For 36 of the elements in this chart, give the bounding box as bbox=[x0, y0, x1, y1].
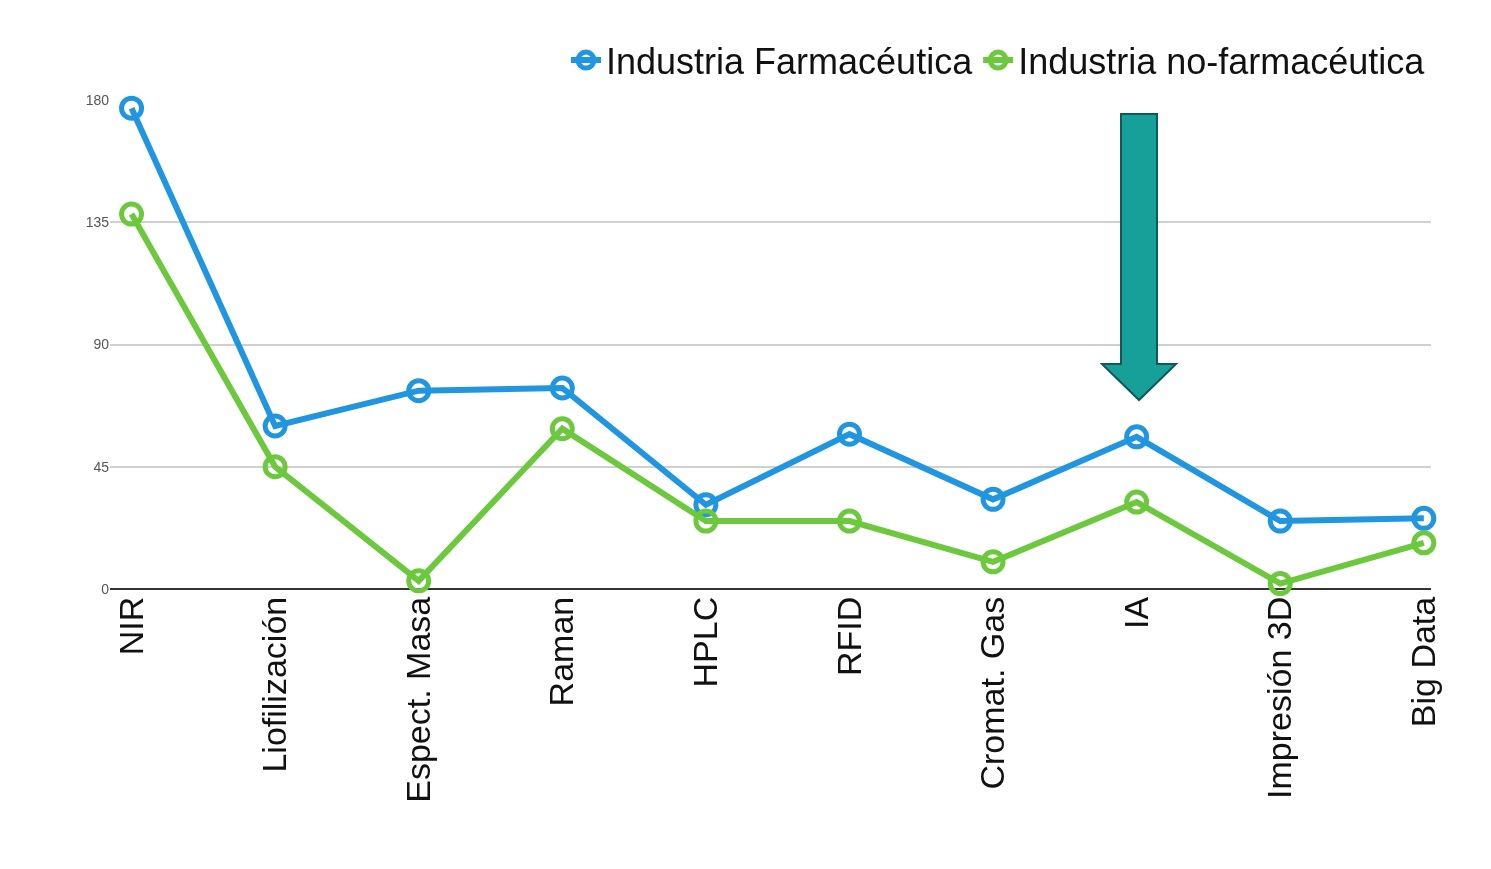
x-tick-label: IA bbox=[1116, 596, 1155, 629]
x-tick-label: HPLC bbox=[685, 596, 724, 688]
y-tick-label: 45 bbox=[93, 458, 110, 475]
x-tick-label: Impresión 3D bbox=[1260, 596, 1299, 799]
point bbox=[406, 378, 432, 404]
point bbox=[406, 568, 432, 594]
point bbox=[1124, 489, 1150, 515]
legend-label: Industria Farmacéutica bbox=[606, 41, 974, 83]
x-tick-label: Raman bbox=[542, 596, 581, 707]
point bbox=[693, 508, 719, 534]
point bbox=[119, 201, 145, 227]
point bbox=[549, 375, 575, 401]
x-tick-label: Espect. Masa bbox=[398, 596, 437, 803]
point bbox=[549, 416, 575, 442]
x-tick-label: Cromat. Gas bbox=[973, 596, 1012, 790]
y-tick-label: 135 bbox=[85, 214, 110, 231]
point bbox=[1267, 571, 1293, 597]
point bbox=[1267, 508, 1293, 534]
point bbox=[1124, 424, 1150, 450]
y-tick-label: 90 bbox=[93, 336, 110, 353]
point bbox=[1411, 530, 1437, 556]
point bbox=[262, 413, 288, 439]
point bbox=[1411, 505, 1437, 531]
legend-label: Industria no-farmacéutica bbox=[1018, 41, 1426, 83]
x-tick-label: NIR bbox=[111, 596, 150, 656]
x-tick-label: Big Data bbox=[1403, 596, 1442, 728]
point bbox=[980, 549, 1006, 575]
point bbox=[119, 95, 145, 121]
point bbox=[262, 454, 288, 480]
x-tick-label: Liofilización bbox=[255, 596, 294, 773]
point bbox=[980, 486, 1006, 512]
x-tick-label: RFID bbox=[829, 596, 868, 677]
point bbox=[836, 508, 862, 534]
y-tick-label: 0 bbox=[101, 580, 110, 597]
y-tick-label: 180 bbox=[85, 91, 110, 108]
point bbox=[836, 421, 862, 447]
